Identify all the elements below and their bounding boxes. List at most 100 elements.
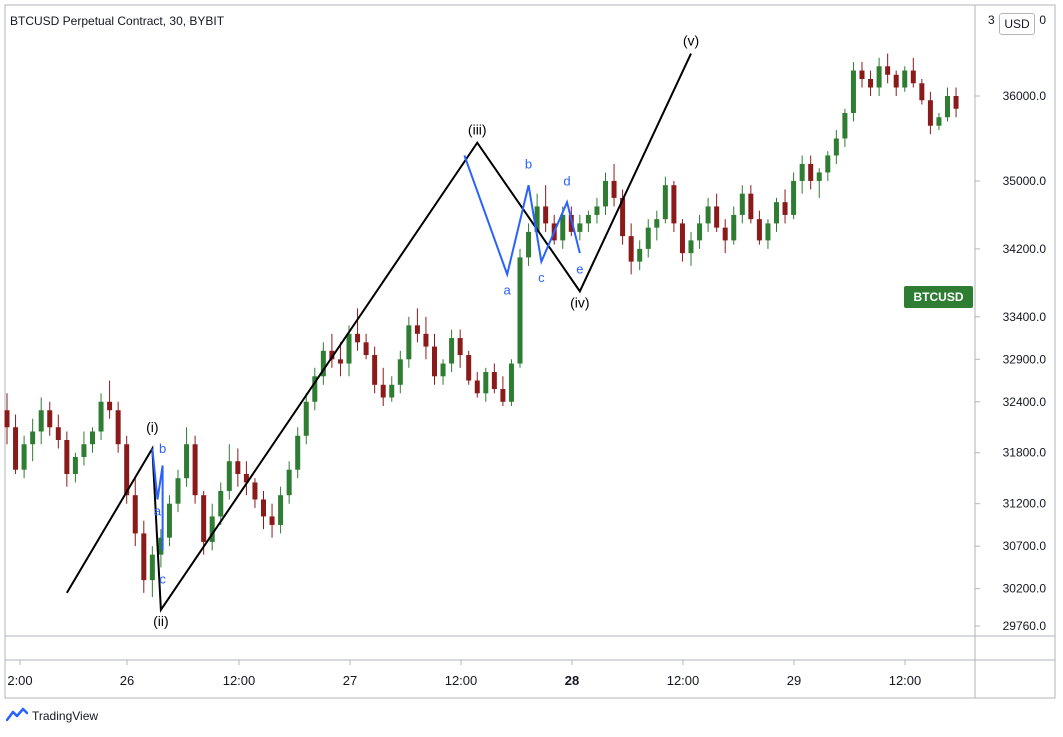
candle-body [158, 537, 164, 555]
candle-body [543, 206, 549, 224]
candle [47, 401, 53, 436]
candle [739, 185, 745, 224]
candle [261, 490, 266, 530]
candle-body [774, 202, 779, 224]
candle-body [876, 66, 882, 88]
price-tick-label: 34200.0 [1003, 242, 1047, 256]
wave-sub-label: e [576, 261, 583, 276]
time-tick-label: 29 [787, 673, 801, 688]
candle [791, 172, 797, 220]
candle-body [295, 435, 301, 470]
candle-body [628, 236, 634, 262]
candle [440, 359, 446, 385]
candle-body [406, 325, 412, 360]
candle-body [55, 427, 61, 440]
candle [577, 214, 583, 241]
candle [714, 193, 720, 232]
candle [166, 495, 172, 547]
candle [628, 223, 634, 275]
candle [893, 70, 899, 96]
time-tick-label: 27 [343, 673, 357, 688]
candle [209, 503, 215, 551]
candle [885, 53, 891, 84]
candle-body [346, 333, 352, 364]
time-tick-label: 12:00 [889, 673, 922, 688]
candle-body [4, 410, 10, 428]
candle [337, 342, 343, 377]
candle-body [252, 482, 258, 500]
candle [380, 367, 386, 407]
candle-body [645, 227, 651, 249]
candle-body [329, 350, 335, 360]
candle [38, 397, 44, 445]
candle [90, 427, 95, 453]
candle-body [500, 389, 506, 402]
candle-body [201, 495, 207, 542]
candle-body [90, 431, 95, 445]
candle-body [38, 410, 44, 432]
candle [192, 435, 198, 504]
candle [72, 452, 78, 483]
candle-body [842, 112, 848, 139]
footer-brand: TradingView [32, 708, 99, 723]
candle [859, 62, 865, 88]
candle-body [149, 554, 155, 581]
candle-body [337, 359, 343, 364]
candle-body [825, 155, 831, 173]
candle-body [833, 138, 839, 156]
wave-sub: a b c d e [463, 155, 583, 298]
candle-body [808, 163, 814, 181]
candle [543, 185, 549, 232]
footer-branding[interactable]: TradingView [5, 707, 99, 724]
candle [594, 197, 600, 224]
candle-body [226, 461, 232, 491]
candle-body [910, 70, 916, 84]
candle-body [13, 427, 19, 470]
candle-body [312, 376, 318, 402]
candle-body [64, 439, 70, 474]
candle [491, 363, 497, 394]
candle [953, 87, 959, 118]
candle-body [731, 214, 737, 241]
candle-body [30, 431, 36, 445]
candle [825, 151, 831, 181]
candle-body [594, 206, 600, 215]
currency-button[interactable]: USD [999, 13, 1035, 35]
candle [645, 219, 651, 258]
wave-main-label: (i) [146, 419, 158, 435]
candle-body [124, 444, 130, 496]
price-tick-label: 31200.0 [1003, 497, 1047, 511]
candle [55, 414, 61, 449]
time-tick-label: 12:00 [445, 673, 478, 688]
candle-body [936, 117, 942, 126]
candle [731, 206, 737, 245]
candle-body [269, 516, 275, 525]
candle [910, 57, 916, 88]
tradingview-logo-icon [5, 707, 29, 724]
candle [423, 316, 429, 360]
wave-sub-label: a [504, 283, 512, 298]
candle [184, 427, 190, 487]
candle-body [688, 240, 694, 254]
candle-body [799, 163, 805, 181]
candle [654, 210, 660, 241]
candle-body [261, 499, 266, 517]
candle-body [466, 355, 472, 381]
time-axis: 2:00 26 12:00 27 12:00 28 12:00 29 12:00 [7, 660, 921, 688]
candle-body [560, 214, 566, 241]
candle-body [491, 372, 497, 390]
time-tick-label: 26 [120, 673, 134, 688]
candle [457, 329, 463, 368]
price-tick-label: 31800.0 [1003, 446, 1047, 460]
candle-body [756, 219, 762, 241]
symbol-price-badge: BTCUSD [904, 286, 973, 308]
candle [902, 66, 908, 92]
candle [500, 376, 506, 407]
candle-body [184, 444, 190, 479]
candle-body [218, 490, 224, 517]
candle [936, 112, 942, 130]
candle-body [115, 410, 121, 445]
candle [218, 482, 224, 525]
